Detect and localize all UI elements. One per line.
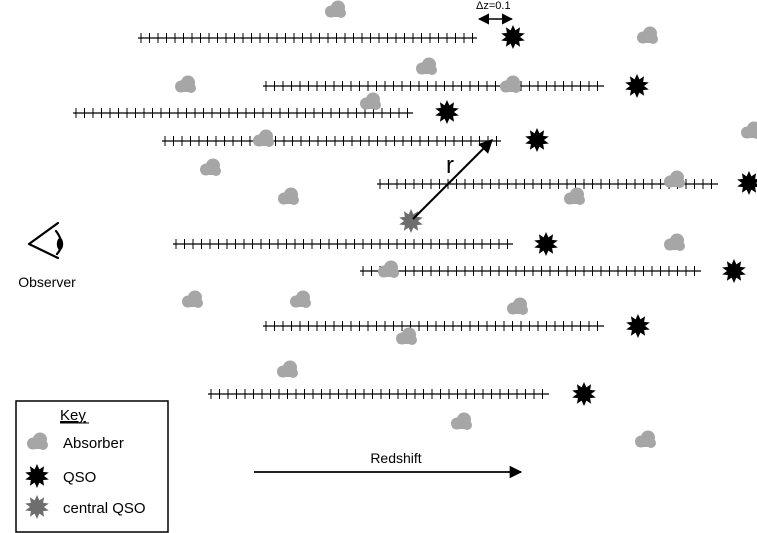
sightlines [73, 33, 718, 399]
absorber-cloud-icon [290, 290, 311, 308]
key-item-absorber: Absorber [63, 435, 124, 452]
absorber-cloud-icon [200, 158, 221, 176]
sightline [360, 266, 701, 276]
absorber-cloud-icon [396, 327, 417, 345]
absorber-cloud-icon [175, 75, 196, 93]
absorber-cloud-icon [664, 233, 685, 251]
absorber-cloud-icon [637, 26, 658, 44]
key-item-central-qso: central QSO [63, 500, 146, 517]
redshift-label: Redshift [370, 450, 421, 466]
sightline [162, 136, 501, 146]
absorber-cloud-icon [253, 129, 274, 147]
observer-eye-icon [27, 221, 64, 260]
qso-star-icon [534, 232, 558, 256]
absorber-cloud-icon [451, 412, 472, 430]
absorber-cloud-icon [325, 0, 346, 18]
absorber-cloud-icon [500, 75, 521, 93]
sightline [377, 179, 718, 189]
qsos [435, 25, 757, 406]
separation-label: r [446, 152, 454, 179]
key-title: Key [60, 407, 86, 424]
sightline [208, 389, 549, 399]
key-legend: Key Absorber QSO central QSO [15, 400, 169, 533]
absorber-cloud-icon [564, 187, 585, 205]
qso-star-icon [525, 128, 549, 152]
absorber-cloud-icon [741, 121, 757, 139]
sightline [138, 33, 477, 43]
absorbers [175, 0, 757, 448]
absorber-cloud-icon [378, 260, 399, 278]
absorber-cloud-icon [635, 430, 656, 448]
qso-star-icon [722, 259, 746, 283]
qso-star-icon [435, 100, 459, 124]
qso-star-icon [625, 74, 649, 98]
qso-star-icon [501, 25, 525, 49]
key-item-qso: QSO [63, 469, 96, 486]
observer-label: Observer [18, 274, 76, 290]
absorber-cloud-icon [664, 170, 685, 188]
absorber-cloud-icon [507, 297, 528, 315]
qso-star-icon [737, 171, 757, 195]
absorber-cloud-icon [416, 57, 437, 75]
absorber-cloud-icon [277, 360, 298, 378]
absorber-cloud-icon [278, 187, 299, 205]
sightline [263, 81, 604, 91]
qso-star-icon [572, 382, 596, 406]
sightline [73, 108, 413, 118]
separation-arrow [412, 139, 493, 220]
scale-label: Δz=0.1 [476, 0, 511, 12]
sightline [173, 239, 513, 249]
absorber-cloud-icon [182, 290, 203, 308]
absorber-cloud-icon [360, 92, 381, 110]
qso-star-icon [626, 314, 650, 338]
sightline [263, 321, 604, 331]
